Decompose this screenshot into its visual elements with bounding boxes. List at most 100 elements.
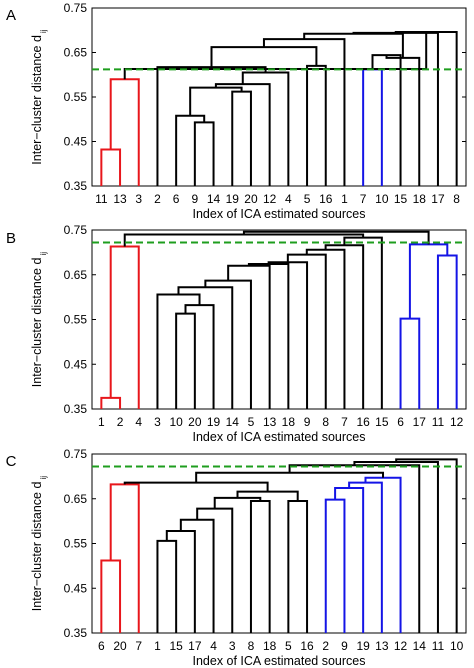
leaf-label: 12 xyxy=(394,639,408,653)
y-tick-label: 0.75 xyxy=(64,447,88,461)
dendrogram-link xyxy=(156,539,178,633)
dendrogram-link xyxy=(236,490,299,501)
y-axis-title-main: Inter−cluster distance d xyxy=(30,258,44,388)
y-tick-label: 0.75 xyxy=(64,223,88,237)
y-tick-label: 0.55 xyxy=(64,313,88,327)
leaf-label: 8 xyxy=(322,415,329,429)
leaf-label: 11 xyxy=(432,415,445,429)
leaf-label: 18 xyxy=(413,192,427,206)
dendrogram-link xyxy=(156,293,201,409)
leaf-label: 13 xyxy=(375,639,389,653)
leaf-label: 3 xyxy=(135,192,142,206)
y-tick-label: 0.65 xyxy=(64,492,88,506)
leaf-label: 13 xyxy=(113,192,127,206)
leaf-label: 14 xyxy=(413,639,427,653)
leaf-label: 3 xyxy=(154,415,161,429)
dendrogram-link xyxy=(262,38,346,186)
dendrogram-link-blue-cluster xyxy=(324,498,346,633)
y-axis-title-main: Inter−cluster distance d xyxy=(30,35,44,165)
plot-frame xyxy=(91,453,467,634)
leaf-label: 11 xyxy=(95,192,108,206)
dendrogram-link xyxy=(241,71,290,186)
leaf-label: 15 xyxy=(375,415,389,429)
y-axis-title: Inter−cluster distance d ij xyxy=(30,29,48,164)
dendrogram-link xyxy=(288,464,421,633)
dendrogram-link xyxy=(213,496,262,509)
panel-c: 0.350.450.550.650.756 20 7 1 15 17 4 3 8 18 5 16 2 9 1… xyxy=(6,447,467,668)
dendrogram-link-blue-cluster xyxy=(362,68,383,186)
dendrogram-link xyxy=(287,499,309,633)
leaf-label: 1 xyxy=(98,415,105,429)
panel-label: B xyxy=(6,230,16,247)
dendrogram-link xyxy=(179,518,215,633)
panel-label: C xyxy=(6,453,17,470)
dendrogram-link xyxy=(385,55,421,186)
leaf-label: 4 xyxy=(285,192,292,206)
y-tick-label: 0.45 xyxy=(64,357,88,371)
leaf-label: 9 xyxy=(341,639,348,653)
y-axis-title-main: Inter−cluster distance d xyxy=(30,482,44,612)
dendrogram-link xyxy=(175,114,206,186)
dendrogram-link xyxy=(247,263,290,409)
leaf-label: 6 xyxy=(173,192,180,206)
y-axis-title-subscript: ij xyxy=(38,476,48,480)
leaf-label: 7 xyxy=(135,639,142,653)
leaf-label: 6 xyxy=(397,415,404,429)
y-tick-label: 0.75 xyxy=(64,1,88,15)
y-axis-title: Inter−cluster distance d ij xyxy=(30,252,48,387)
panel-label: A xyxy=(6,7,16,24)
y-tick-label: 0.45 xyxy=(64,581,88,595)
dendrogram-link xyxy=(242,230,430,245)
leaf-label: 17 xyxy=(431,192,445,206)
leaf-label: 4 xyxy=(135,415,142,429)
dendrogram-link-blue-cluster xyxy=(399,317,421,409)
dendrogram-link xyxy=(196,507,234,633)
leaf-label: 5 xyxy=(248,415,255,429)
y-axis-title-subscript: ij xyxy=(38,252,48,256)
y-tick-label: 0.35 xyxy=(64,626,88,640)
dendrogram-link xyxy=(123,32,428,80)
leaf-label: 13 xyxy=(263,415,277,429)
dendrogram-link xyxy=(395,458,458,633)
leaf-label: 15 xyxy=(394,192,408,206)
leaf-label: 19 xyxy=(207,415,221,429)
dendrogram-link xyxy=(371,54,402,186)
leaf-label: 9 xyxy=(192,192,199,206)
panel-a: 0.35 0.45 0.55 0.65 0.75 11 13 3 2 6 9 14 19 20 12 4 5 16… xyxy=(6,1,467,221)
dendrogram-link xyxy=(184,304,215,409)
leaf-label: 1 xyxy=(341,192,348,206)
leaf-label: 5 xyxy=(285,639,292,653)
leaf-label: 3 xyxy=(229,639,236,653)
y-tick-label: 0.65 xyxy=(64,268,88,282)
leaf-label: 9 xyxy=(304,415,311,429)
dendrogram-link-red-cluster xyxy=(109,78,140,186)
dendrogram-link-blue-cluster xyxy=(348,481,383,633)
dendrogram-link xyxy=(175,312,196,409)
leaf-label: 8 xyxy=(248,639,255,653)
leaf-label: 19 xyxy=(356,639,370,653)
leaf-label: 4 xyxy=(210,639,217,653)
dendrogram-link xyxy=(195,471,385,483)
y-tick-label: 0.55 xyxy=(64,537,88,551)
leaf-label: 20 xyxy=(188,415,202,429)
dendrogram-link-red-cluster xyxy=(100,148,122,186)
leaf-label: 12 xyxy=(263,192,277,206)
leaf-label: 7 xyxy=(360,192,367,206)
leaf-label: 8 xyxy=(453,192,460,206)
leaf-label: 16 xyxy=(319,192,333,206)
leaf-label: 17 xyxy=(413,415,427,429)
dendrogram-link xyxy=(123,481,269,492)
leaf-label: 6 xyxy=(98,639,105,653)
y-tick-label: 0.35 xyxy=(64,179,88,193)
leaf-label: 20 xyxy=(113,639,127,653)
dendrogram-link xyxy=(227,264,271,409)
leaf-label: 15 xyxy=(169,639,183,653)
dendrogram-link xyxy=(193,121,215,186)
y-axis-title-subscript: ij xyxy=(38,29,48,33)
dendrogram-link xyxy=(214,83,271,186)
dendrogram-link xyxy=(306,64,327,186)
leaf-label: 10 xyxy=(450,639,464,653)
dendrogram-link-red-cluster xyxy=(109,483,140,633)
x-axis-label: Index of ICA estimated sources xyxy=(192,430,365,444)
dendrogram-link xyxy=(286,253,327,409)
